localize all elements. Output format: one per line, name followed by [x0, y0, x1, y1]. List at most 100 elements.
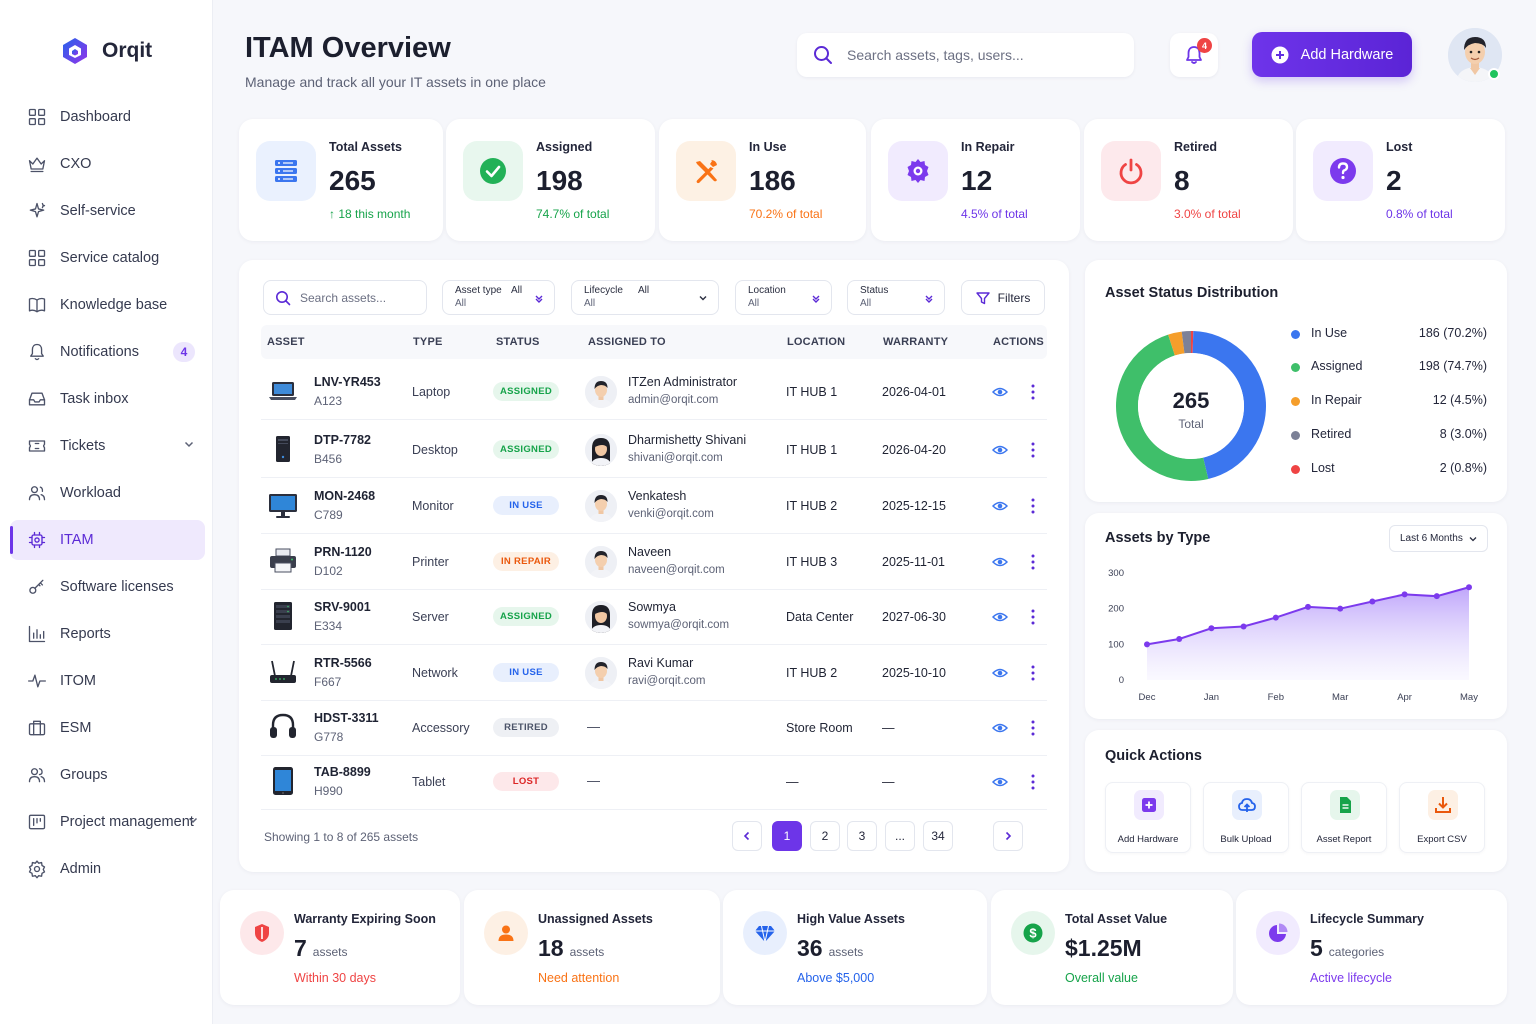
filters-button[interactable]: Filters: [961, 280, 1045, 315]
asset-type-filter[interactable]: Asset type All All: [442, 280, 555, 315]
asset-id[interactable]: LNV-YR453: [314, 375, 381, 389]
asset-id[interactable]: PRN-1120: [314, 545, 372, 559]
column-header[interactable]: LOCATION: [787, 336, 846, 348]
add-hardware-button[interactable]: Add Hardware: [1252, 32, 1412, 77]
summary-card-lifecycle-summary[interactable]: Lifecycle Summary 5 categories Active lifec…: [1236, 890, 1507, 1005]
brand-logo[interactable]: Orqit: [60, 36, 152, 66]
column-header[interactable]: ASSIGNED TO: [588, 336, 666, 348]
summary-card-total-asset-value[interactable]: $ Total Asset Value $1.25M Overall value: [991, 890, 1233, 1005]
more-vertical-icon[interactable]: [1025, 608, 1041, 626]
asset-id[interactable]: RTR-5566: [314, 656, 372, 670]
sidebar-item-reports[interactable]: Reports: [10, 614, 205, 654]
quick-action-bulk-upload[interactable]: Bulk Upload: [1203, 782, 1289, 853]
table-row[interactable]: HDST-3311 G778 Accessory RETIRED — Store Room…: [261, 701, 1047, 756]
sidebar-item-task-inbox[interactable]: Task inbox: [10, 379, 205, 419]
more-vertical-icon[interactable]: [1025, 497, 1041, 515]
more-vertical-icon[interactable]: [1025, 719, 1041, 737]
data-point[interactable]: [1240, 623, 1247, 630]
column-header[interactable]: STATUS: [496, 336, 540, 348]
sidebar-item-tickets[interactable]: Tickets: [10, 426, 205, 466]
stat-card-in-repair[interactable]: In Repair 12 4.5% of total: [871, 119, 1080, 241]
global-search-input[interactable]: [847, 47, 1107, 63]
stat-card-lost[interactable]: Lost 2 0.8% of total: [1296, 119, 1505, 241]
data-point[interactable]: [1337, 605, 1344, 612]
asset-id[interactable]: DTP-7782: [314, 433, 371, 447]
sidebar-item-cxo[interactable]: CXO: [10, 144, 205, 184]
status-filter[interactable]: Status All: [847, 280, 945, 315]
asset-id[interactable]: HDST-3311: [314, 711, 379, 725]
sidebar-item-workload[interactable]: Workload: [10, 473, 205, 513]
column-header[interactable]: ASSET: [267, 336, 305, 348]
more-vertical-icon[interactable]: [1025, 664, 1041, 682]
lifecycle-filter[interactable]: Lifecycle All All: [571, 280, 719, 315]
stat-card-retired[interactable]: Retired 8 3.0% of total: [1084, 119, 1293, 241]
page-button[interactable]: 3: [847, 821, 877, 851]
next-page-button[interactable]: [993, 821, 1023, 851]
data-point[interactable]: [1272, 614, 1279, 621]
view-eye-icon[interactable]: [992, 720, 1008, 736]
location-filter[interactable]: Location All: [735, 280, 832, 315]
sidebar-item-service-catalog[interactable]: Service catalog: [10, 238, 205, 278]
legend-item-assigned[interactable]: Assigned 198 (74.7%): [1291, 359, 1487, 375]
page-button[interactable]: 2: [810, 821, 840, 851]
sidebar-item-knowledge-base[interactable]: Knowledge base: [10, 285, 205, 325]
page-button[interactable]: 34: [923, 821, 953, 851]
view-eye-icon[interactable]: [992, 774, 1008, 790]
table-row[interactable]: RTR-5566 F667 Network IN USE Ravi Kumar ravi@…: [261, 646, 1047, 701]
page-button[interactable]: 1: [772, 821, 802, 851]
user-avatar[interactable]: [1448, 28, 1502, 82]
view-eye-icon[interactable]: [992, 665, 1008, 681]
asset-id[interactable]: MON-2468: [314, 489, 376, 503]
quick-action-export-csv[interactable]: Export CSV: [1399, 782, 1485, 853]
summary-card-high-value-assets[interactable]: High Value Assets 36 assets Above $5,000: [723, 890, 987, 1005]
table-row[interactable]: TAB-8899 H990 Tablet LOST — — —: [261, 755, 1047, 810]
data-point[interactable]: [1208, 625, 1215, 632]
table-row[interactable]: DTP-7782 B456 Desktop ASSIGNED Dharmishetty …: [261, 423, 1047, 478]
sidebar-item-esm[interactable]: ESM: [10, 708, 205, 748]
view-eye-icon[interactable]: [992, 554, 1008, 570]
data-point[interactable]: [1466, 584, 1472, 591]
quick-action-add-hardware[interactable]: Add Hardware: [1105, 782, 1191, 853]
asset-id[interactable]: TAB-8899: [314, 765, 371, 779]
table-row[interactable]: MON-2468 C789 Monitor IN USE Venkatesh venki@…: [261, 479, 1047, 534]
view-eye-icon[interactable]: [992, 384, 1008, 400]
sidebar-item-admin[interactable]: Admin: [10, 849, 205, 889]
table-search[interactable]: [263, 280, 427, 315]
table-row[interactable]: SRV-9001 E334 Server ASSIGNED Sowmya sowmya@o…: [261, 590, 1047, 645]
column-header[interactable]: TYPE: [413, 336, 443, 348]
more-vertical-icon[interactable]: [1025, 553, 1041, 571]
sidebar-item-project-management[interactable]: Project management: [10, 802, 205, 842]
sidebar-item-software-licenses[interactable]: Software licenses: [10, 567, 205, 607]
stat-card-assigned[interactable]: Assigned 198 74.7% of total: [446, 119, 655, 241]
more-vertical-icon[interactable]: [1025, 383, 1041, 401]
data-point[interactable]: [1369, 598, 1376, 605]
view-eye-icon[interactable]: [992, 609, 1008, 625]
summary-card-warranty-expiring-soon[interactable]: Warranty Expiring Soon 7 assets Within 30 d…: [220, 890, 460, 1005]
more-vertical-icon[interactable]: [1025, 441, 1041, 459]
data-point[interactable]: [1144, 641, 1150, 648]
donut-slice-in-repair[interactable]: [1168, 331, 1185, 356]
table-search-input[interactable]: [300, 290, 410, 305]
sidebar-item-itam[interactable]: ITAM: [10, 520, 205, 560]
prev-page-button[interactable]: [732, 821, 762, 851]
more-vertical-icon[interactable]: [1025, 773, 1041, 791]
sidebar-item-dashboard[interactable]: Dashboard: [10, 97, 205, 137]
data-point[interactable]: [1401, 591, 1408, 598]
asset-id[interactable]: SRV-9001: [314, 600, 371, 614]
legend-item-lost[interactable]: Lost 2 (0.8%): [1291, 461, 1487, 477]
data-point[interactable]: [1176, 635, 1183, 642]
sidebar-item-itom[interactable]: ITOM: [10, 661, 205, 701]
view-eye-icon[interactable]: [992, 498, 1008, 514]
legend-item-retired[interactable]: Retired 8 (3.0%): [1291, 427, 1487, 443]
quick-action-asset-report[interactable]: Asset Report: [1301, 782, 1387, 853]
data-point[interactable]: [1433, 593, 1440, 600]
sidebar-item-notifications[interactable]: Notifications 4: [10, 332, 205, 372]
column-header[interactable]: WARRANTY: [883, 336, 949, 348]
notifications-button[interactable]: 4: [1170, 33, 1218, 77]
stat-card-in-use[interactable]: In Use 186 70.2% of total: [659, 119, 866, 241]
donut-slice-in-use[interactable]: [1192, 331, 1266, 479]
donut-slice-assigned[interactable]: [1116, 334, 1209, 481]
sidebar-item-groups[interactable]: Groups: [10, 755, 205, 795]
view-eye-icon[interactable]: [992, 442, 1008, 458]
summary-card-unassigned-assets[interactable]: Unassigned Assets 18 assets Need attention: [464, 890, 720, 1005]
